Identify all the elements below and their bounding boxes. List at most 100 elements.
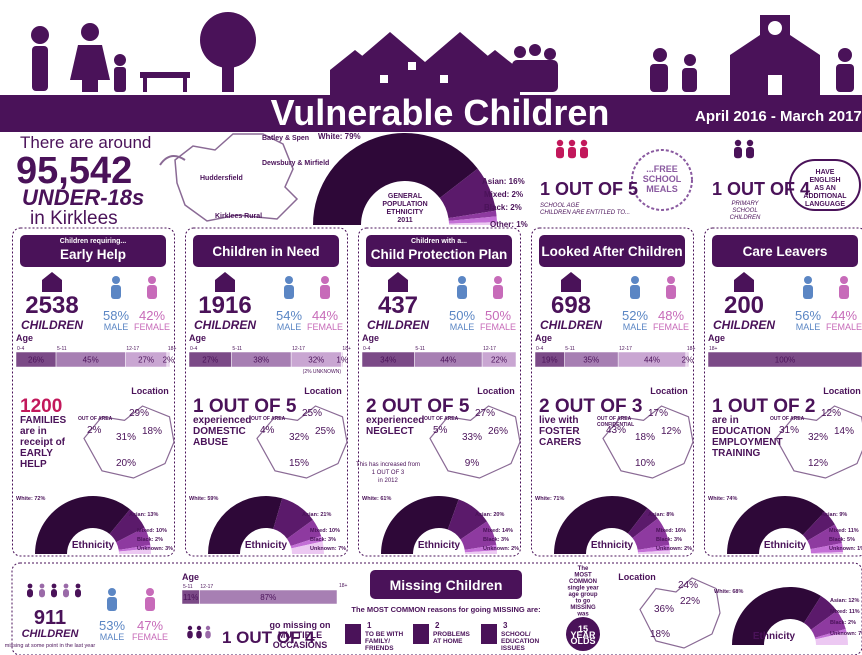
age-group: 5-11: [57, 346, 67, 352]
area-label: Huddersfield: [200, 175, 243, 182]
count: 1916: [198, 292, 251, 319]
ethnicity-segment: [814, 628, 847, 640]
ethnicity-label: Asian: 20%: [475, 512, 504, 518]
eal-badge: ADDITIONAL: [803, 193, 847, 200]
ethnicity-title: Ethnicity: [245, 540, 288, 551]
badge-text: SCHOOL: [643, 174, 682, 184]
intro-text: UNDER-18s: [22, 185, 144, 210]
out-of-area: CONFIDENTIAL: [597, 422, 634, 428]
stat-text: FAMILIES: [20, 415, 66, 426]
person-icon: [39, 589, 45, 598]
ethnicity-label: Unknown: 2%: [656, 546, 692, 552]
stat-text: 2 OUT OF 5: [366, 396, 470, 417]
person-icon: [39, 583, 45, 589]
ethnicity-segment: [732, 586, 822, 645]
male-label: MALE: [277, 322, 302, 332]
common-age: 15: [578, 624, 588, 634]
person-icon: [75, 583, 81, 589]
panel-icon: [734, 272, 754, 292]
ethnicity-label: Asian: 21%: [302, 512, 331, 518]
ethnicity-segment: [811, 610, 846, 638]
intro-text: There are around: [20, 133, 151, 152]
age-group: 18+: [687, 346, 696, 352]
age-group: 5-11: [232, 346, 242, 352]
count-label: CHILDREN: [540, 318, 602, 332]
person-icon: [285, 276, 293, 284]
age-group: 5-11: [415, 346, 425, 352]
ethnicity-segment: [381, 495, 459, 554]
person-icon: [839, 285, 849, 299]
ratio: 1 OUT OF 4: [712, 179, 810, 199]
ethnicity-segment: [464, 544, 497, 553]
age-label: 45%: [83, 356, 99, 365]
person-icon: [187, 630, 193, 639]
ethnicity-label: Mixed: 10%: [310, 528, 340, 534]
ethnicity-segment: [810, 543, 843, 554]
person-icon: [746, 147, 754, 159]
person-icon: [320, 285, 330, 299]
ethnicity-segment: [448, 216, 497, 224]
person-icon: [51, 589, 57, 598]
age-segment: [481, 351, 517, 368]
panel-title: Care Leavers: [743, 244, 828, 259]
stat-text: EARLY: [20, 448, 53, 459]
map-value: 25%: [302, 408, 322, 419]
person-icon: [205, 630, 211, 639]
common-age-text: single year: [567, 586, 599, 592]
ethnicity-label: Black: 3%: [656, 537, 682, 543]
map-value: 27%: [475, 408, 495, 419]
age-group: 12-17: [292, 346, 305, 352]
panel-button: [193, 235, 339, 267]
reason-text: FAMILY/: [365, 638, 390, 645]
stat-text: EMPLOYMENT: [712, 437, 783, 448]
reason-number: 3: [503, 621, 508, 630]
map-value: 2%: [87, 425, 102, 436]
out-of-area: OUT OF AREA: [251, 416, 286, 422]
ethnicity-segment: [802, 511, 835, 541]
ethnicity-label: Asian: 8%: [648, 512, 674, 518]
ethnicity-label: Unknown: 2%: [483, 546, 519, 552]
age-title: Age: [182, 572, 199, 582]
ethnicity-label: Mixed: 14%: [483, 528, 513, 534]
age-group: 12-17: [619, 346, 632, 352]
common-age-text: MISSING: [570, 605, 596, 611]
person-icon: [145, 597, 155, 611]
ethnicity-segment: [554, 495, 648, 554]
eal-text: CHILDREN: [730, 215, 761, 221]
ethnicity-label: White: 59%: [189, 496, 218, 502]
location-title: Location: [618, 572, 656, 582]
panel-subtitle: Children with a...: [411, 238, 467, 245]
female-label: FEMALE: [826, 322, 862, 332]
ethnicity-label: Unknown: 1%: [829, 546, 862, 552]
header-icons: [31, 12, 854, 95]
ethnicity-segment: [291, 541, 324, 554]
age-title: Age: [362, 333, 379, 343]
stat-text: are in: [712, 415, 739, 426]
district-map: [775, 405, 862, 479]
count: 698: [551, 292, 591, 319]
ethnicity-label: Black: 3%: [310, 537, 336, 543]
person-icon: [148, 276, 156, 284]
reason-text: FRIENDS: [365, 645, 394, 652]
stat-text: DOMESTIC: [193, 426, 246, 437]
population-title: GENERAL: [388, 193, 423, 200]
panel-title: Children in Need: [212, 244, 319, 259]
common-age: OLDS: [570, 636, 595, 646]
eal-text: SCHOOL: [732, 208, 757, 214]
ethnicity-segment: [118, 544, 151, 552]
location-title: Location: [823, 386, 861, 396]
ethnicity-label: Asian: 12%: [830, 598, 859, 604]
male-share: 52%: [622, 308, 648, 323]
ethnicity-segment: [273, 498, 313, 539]
female-share: 47%: [137, 618, 163, 633]
free-meals-text: SCHOOL AGE: [540, 203, 580, 209]
location-title: Location: [131, 386, 169, 396]
age-group: 0-4: [363, 346, 370, 352]
map-value: 43%: [606, 425, 626, 436]
stat-text: experienced: [193, 415, 251, 426]
age-group: 18+: [342, 346, 351, 352]
speech-bubble: [789, 159, 861, 211]
age-group: 5-11: [565, 346, 575, 352]
age-segment: [199, 589, 338, 605]
ratio: 1 OUT OF 5: [540, 179, 638, 199]
